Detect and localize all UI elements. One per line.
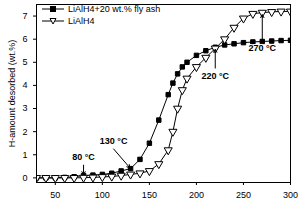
svg-text:5: 5 [22, 57, 27, 67]
svg-text:250: 250 [236, 190, 251, 200]
svg-text:200: 200 [189, 190, 204, 200]
svg-text:0: 0 [22, 173, 27, 183]
svg-text:1: 1 [22, 150, 27, 160]
svg-text:130 °C: 130 °C [100, 136, 128, 146]
svg-text:100: 100 [95, 190, 110, 200]
svg-text:3: 3 [22, 103, 27, 113]
svg-text:7: 7 [22, 11, 27, 21]
svg-text:220 °C: 220 °C [201, 71, 229, 81]
svg-text:270 °C: 270 °C [248, 43, 276, 53]
svg-text:2: 2 [22, 127, 27, 137]
svg-text:50: 50 [50, 190, 60, 200]
svg-text:300: 300 [283, 190, 298, 200]
html-text:LiAlH4: LiAlH4 [68, 16, 95, 26]
html-text:LiAlH4+20 wt.% fly ash: LiAlH4+20 wt.% fly ash [68, 4, 161, 14]
svg-text:6: 6 [22, 34, 27, 44]
svg-text:150: 150 [142, 190, 157, 200]
svg-text:80 °C: 80 °C [72, 152, 95, 162]
svg-text:H-amount desorbed (wt.%): H-amount desorbed (wt.%) [7, 40, 17, 148]
svg-text:4: 4 [22, 80, 27, 90]
